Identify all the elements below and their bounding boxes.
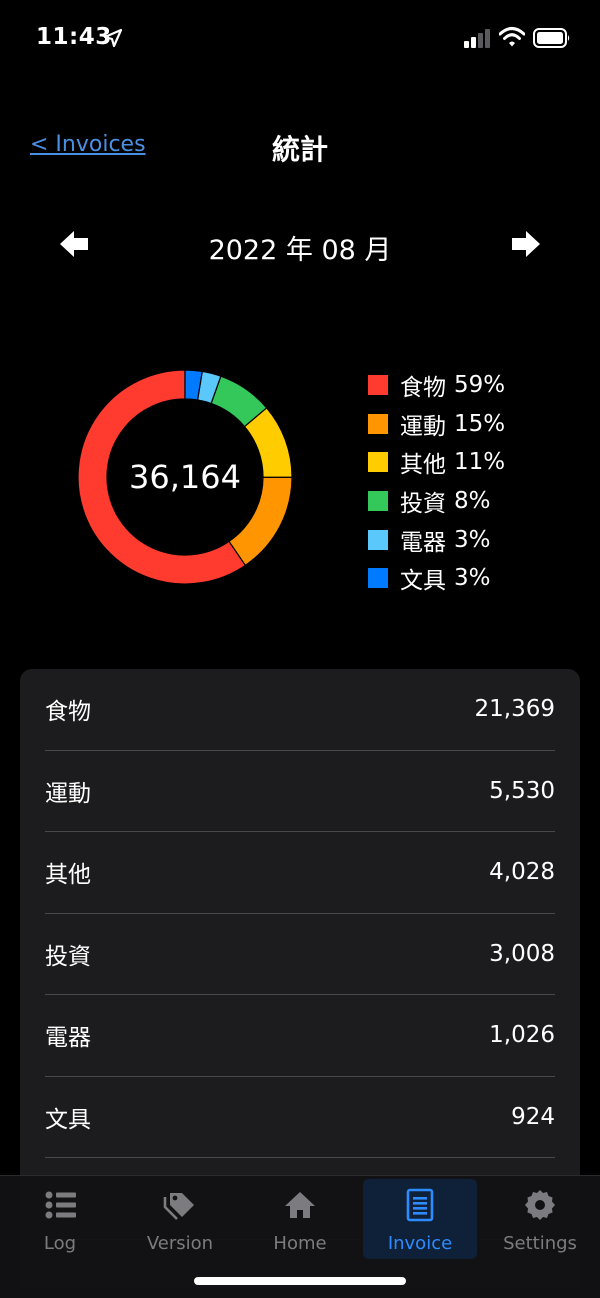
legend-label: 食物 xyxy=(400,375,446,402)
list-item-name: 食物 xyxy=(45,699,91,726)
location-arrow-icon xyxy=(103,28,123,48)
list-item-amount: 4,028 xyxy=(489,859,555,886)
home-indicator xyxy=(194,1277,406,1285)
status-bar: 11:43 xyxy=(0,0,600,80)
donut-slice-1 xyxy=(228,476,293,567)
list-icon xyxy=(45,1191,76,1219)
chart-legend: 食物 59% 運動 15% 其他 11% 投資 8% 電器 3% 文具 3% xyxy=(368,366,505,598)
list-item-name: 文具 xyxy=(45,1106,91,1133)
legend-swatch xyxy=(368,413,388,434)
legend-label: 運動 xyxy=(400,413,446,440)
previous-month-arrow-icon[interactable] xyxy=(58,228,90,260)
cellular-signal-icon xyxy=(464,29,490,48)
legend-label: 電器 xyxy=(400,529,446,556)
legend-percent: 3% xyxy=(454,565,491,592)
back-link[interactable]: < Invoices xyxy=(30,132,146,157)
legend-item: 文具 3% xyxy=(368,559,505,598)
legend-percent: 59% xyxy=(454,372,506,399)
legend-percent: 8% xyxy=(454,488,491,515)
battery-icon xyxy=(533,28,570,48)
list-item-amount: 5,530 xyxy=(489,777,555,804)
status-time: 11:43 xyxy=(36,24,112,50)
page-title: 統計 xyxy=(271,133,328,166)
tags-icon xyxy=(163,1193,194,1220)
donut-slice-3 xyxy=(210,375,268,428)
legend-label: 投資 xyxy=(400,491,446,518)
legend-swatch xyxy=(368,375,388,396)
legend-item: 其他 11% xyxy=(368,443,505,482)
next-month-arrow-icon[interactable] xyxy=(510,228,542,260)
list-item-amount: 3,008 xyxy=(489,940,555,967)
gear-icon xyxy=(525,1190,555,1220)
donut-slice-2 xyxy=(243,407,293,478)
donut-total: 36,164 xyxy=(129,458,241,496)
list-item[interactable]: 運動 5,530 xyxy=(45,751,555,832)
tab-label: Home xyxy=(273,1233,327,1254)
legend-swatch xyxy=(368,491,388,512)
tab-log[interactable]: Log xyxy=(3,1179,117,1259)
list-item-name: 運動 xyxy=(45,780,91,807)
list-item[interactable]: 文具 924 xyxy=(45,1077,555,1158)
legend-swatch xyxy=(368,568,388,589)
list-item-name: 電器 xyxy=(45,1025,91,1052)
tab-settings[interactable]: Settings xyxy=(483,1179,597,1259)
tab-invoice[interactable]: Invoice xyxy=(363,1179,477,1259)
list-item-amount: 924 xyxy=(511,1103,555,1130)
home-icon xyxy=(285,1192,315,1218)
legend-percent: 3% xyxy=(454,526,491,553)
list-item-amount: 1,026 xyxy=(489,1022,555,1049)
legend-item: 運動 15% xyxy=(368,405,505,444)
list-item[interactable]: 其他 4,028 xyxy=(45,832,555,914)
list-item-amount: 21,369 xyxy=(474,696,555,723)
legend-item: 電器 3% xyxy=(368,520,505,559)
legend-label: 其他 xyxy=(400,452,446,479)
tab-label: Version xyxy=(146,1233,214,1254)
legend-swatch xyxy=(368,452,388,473)
wifi-icon xyxy=(499,27,525,47)
legend-label: 文具 xyxy=(400,568,446,595)
document-icon xyxy=(406,1188,434,1222)
list-item[interactable]: 食物 21,369 xyxy=(45,669,555,751)
legend-percent: 11% xyxy=(454,449,506,476)
list-item-name: 投資 xyxy=(45,943,91,970)
donut-slice-5 xyxy=(184,369,203,401)
donut-chart xyxy=(77,369,293,585)
month-label: 2022 年 08 月 xyxy=(208,235,392,266)
list-item-name: 其他 xyxy=(45,862,91,889)
list-item[interactable]: 投資 3,008 xyxy=(45,914,555,995)
tab-label: Settings xyxy=(503,1233,577,1254)
donut-slice-4 xyxy=(196,370,222,405)
legend-percent: 15% xyxy=(454,410,506,437)
list-item[interactable]: 電器 1,026 xyxy=(45,995,555,1077)
tab-label: Invoice xyxy=(387,1233,453,1254)
tab-label: Log xyxy=(43,1233,77,1254)
legend-swatch xyxy=(368,529,388,550)
tab-home[interactable]: Home xyxy=(243,1179,357,1259)
tab-version[interactable]: Version xyxy=(123,1179,237,1259)
donut-slice-0 xyxy=(77,369,247,585)
legend-item: 食物 59% xyxy=(368,366,505,405)
legend-item: 投資 8% xyxy=(368,482,505,521)
